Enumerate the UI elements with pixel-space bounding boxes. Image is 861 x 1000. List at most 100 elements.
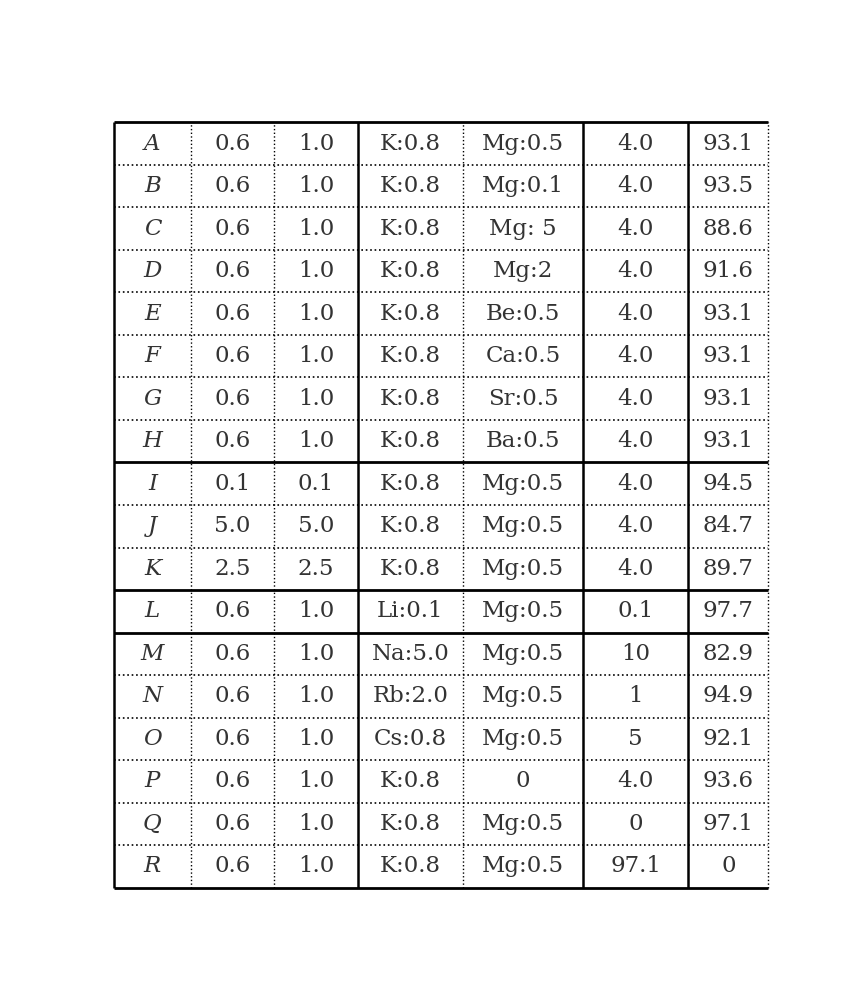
Text: R: R: [144, 855, 161, 877]
Text: 0: 0: [629, 813, 643, 835]
Text: Na:5.0: Na:5.0: [371, 643, 449, 665]
Text: 5.0: 5.0: [214, 515, 251, 537]
Text: 93.1: 93.1: [703, 430, 753, 452]
Text: 97.7: 97.7: [703, 600, 753, 622]
Text: Mg:0.5: Mg:0.5: [482, 515, 564, 537]
Text: L: L: [145, 600, 160, 622]
Text: Mg:0.5: Mg:0.5: [482, 600, 564, 622]
Text: 0.6: 0.6: [214, 600, 251, 622]
Text: 0.6: 0.6: [214, 813, 251, 835]
Text: Ba:0.5: Ba:0.5: [486, 430, 561, 452]
Text: Mg:0.5: Mg:0.5: [482, 728, 564, 750]
Text: Sr:0.5: Sr:0.5: [487, 388, 558, 410]
Text: 89.7: 89.7: [703, 558, 753, 580]
Text: 1.0: 1.0: [298, 643, 334, 665]
Text: K:0.8: K:0.8: [380, 175, 441, 197]
Text: 93.1: 93.1: [703, 345, 753, 367]
Text: 2.5: 2.5: [298, 558, 334, 580]
Text: 1.0: 1.0: [298, 260, 334, 282]
Text: 88.6: 88.6: [703, 218, 753, 240]
Text: K:0.8: K:0.8: [380, 260, 441, 282]
Text: 4.0: 4.0: [617, 175, 653, 197]
Text: 94.9: 94.9: [703, 685, 754, 707]
Text: 84.7: 84.7: [703, 515, 753, 537]
Text: 93.1: 93.1: [703, 388, 753, 410]
Text: 4.0: 4.0: [617, 473, 653, 495]
Text: 0: 0: [721, 855, 735, 877]
Text: 0.6: 0.6: [214, 855, 251, 877]
Text: E: E: [144, 303, 161, 325]
Text: K:0.8: K:0.8: [380, 473, 441, 495]
Text: 4.0: 4.0: [617, 303, 653, 325]
Text: B: B: [144, 175, 161, 197]
Text: 82.9: 82.9: [703, 643, 753, 665]
Text: Be:0.5: Be:0.5: [486, 303, 561, 325]
Text: 0.1: 0.1: [214, 473, 251, 495]
Text: K:0.8: K:0.8: [380, 855, 441, 877]
Text: 1.0: 1.0: [298, 345, 334, 367]
Text: Mg:0.5: Mg:0.5: [482, 813, 564, 835]
Text: K:0.8: K:0.8: [380, 813, 441, 835]
Text: H: H: [142, 430, 163, 452]
Text: 10: 10: [621, 643, 650, 665]
Text: 2.5: 2.5: [214, 558, 251, 580]
Text: 0.6: 0.6: [214, 388, 251, 410]
Text: C: C: [144, 218, 161, 240]
Text: J: J: [148, 515, 157, 537]
Text: Cs:0.8: Cs:0.8: [374, 728, 447, 750]
Text: 93.1: 93.1: [703, 133, 753, 155]
Text: 4.0: 4.0: [617, 133, 653, 155]
Text: 1.0: 1.0: [298, 813, 334, 835]
Text: 1.0: 1.0: [298, 430, 334, 452]
Text: O: O: [143, 728, 162, 750]
Text: K:0.8: K:0.8: [380, 515, 441, 537]
Text: 97.1: 97.1: [703, 813, 753, 835]
Text: 94.5: 94.5: [703, 473, 754, 495]
Text: K:0.8: K:0.8: [380, 430, 441, 452]
Text: 93.6: 93.6: [703, 770, 754, 792]
Text: G: G: [143, 388, 162, 410]
Text: 0.6: 0.6: [214, 260, 251, 282]
Text: Mg:0.5: Mg:0.5: [482, 558, 564, 580]
Text: 0.6: 0.6: [214, 218, 251, 240]
Text: 4.0: 4.0: [617, 345, 653, 367]
Text: 0.6: 0.6: [214, 430, 251, 452]
Text: K:0.8: K:0.8: [380, 388, 441, 410]
Text: K: K: [144, 558, 161, 580]
Text: Mg:0.5: Mg:0.5: [482, 133, 564, 155]
Text: 4.0: 4.0: [617, 515, 653, 537]
Text: Mg:0.5: Mg:0.5: [482, 685, 564, 707]
Text: 0.6: 0.6: [214, 175, 251, 197]
Text: Ca:0.5: Ca:0.5: [486, 345, 561, 367]
Text: 4.0: 4.0: [617, 558, 653, 580]
Text: K:0.8: K:0.8: [380, 770, 441, 792]
Text: F: F: [145, 345, 160, 367]
Text: 1.0: 1.0: [298, 303, 334, 325]
Text: I: I: [148, 473, 157, 495]
Text: 1: 1: [629, 685, 643, 707]
Text: 4.0: 4.0: [617, 260, 653, 282]
Text: 93.5: 93.5: [703, 175, 754, 197]
Text: K:0.8: K:0.8: [380, 345, 441, 367]
Text: 4.0: 4.0: [617, 770, 653, 792]
Text: P: P: [145, 770, 160, 792]
Text: 1.0: 1.0: [298, 685, 334, 707]
Text: K:0.8: K:0.8: [380, 218, 441, 240]
Text: Q: Q: [143, 813, 162, 835]
Text: 1.0: 1.0: [298, 728, 334, 750]
Text: 0: 0: [516, 770, 530, 792]
Text: 97.1: 97.1: [610, 855, 661, 877]
Text: Mg:0.1: Mg:0.1: [482, 175, 564, 197]
Text: 4.0: 4.0: [617, 388, 653, 410]
Text: Mg: 5: Mg: 5: [489, 218, 557, 240]
Text: K:0.8: K:0.8: [380, 558, 441, 580]
Text: 1.0: 1.0: [298, 218, 334, 240]
Text: 5.0: 5.0: [298, 515, 334, 537]
Text: 92.1: 92.1: [703, 728, 753, 750]
Text: Mg:2: Mg:2: [492, 260, 553, 282]
Text: K:0.8: K:0.8: [380, 133, 441, 155]
Text: 4.0: 4.0: [617, 218, 653, 240]
Text: Li:0.1: Li:0.1: [377, 600, 443, 622]
Text: 0.6: 0.6: [214, 133, 251, 155]
Text: M: M: [140, 643, 164, 665]
